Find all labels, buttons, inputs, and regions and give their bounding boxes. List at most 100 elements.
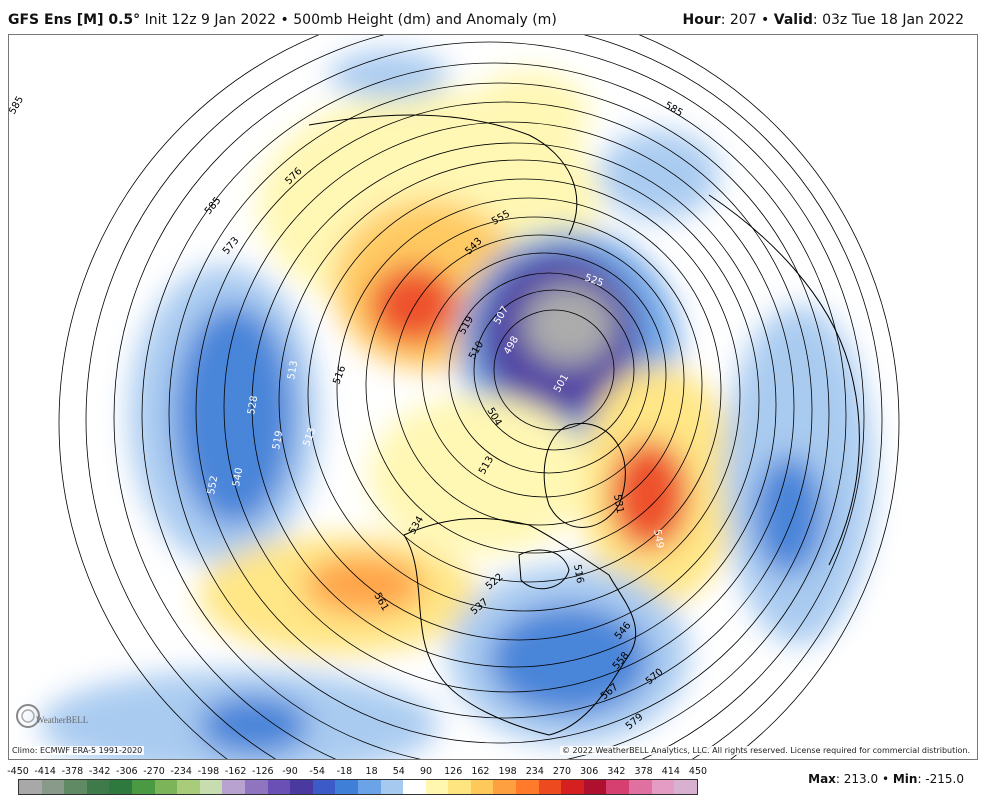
product-name: 500mb Height (dm) and Anomaly (m) — [293, 12, 557, 28]
hudson-bay — [518, 549, 570, 590]
colorbar-swatch — [19, 780, 42, 794]
colorbar-swatch — [538, 780, 562, 794]
colorbar-swatch — [267, 780, 291, 794]
valid-separator: • — [756, 12, 774, 28]
colorbar-swatch — [335, 780, 358, 794]
colorbar-tick-label: 126 — [444, 766, 463, 777]
hour-value: : 207 — [720, 12, 757, 28]
colorbar-tick-label: -90 — [282, 766, 298, 777]
colorbar-swatch — [41, 780, 65, 794]
contour-ring — [141, 62, 847, 759]
colorbar-tick-label: 450 — [688, 766, 708, 777]
colorbar-tick-label: -342 — [88, 766, 111, 777]
copyright-note: © 2022 WeatherBELL Analytics, LLC. All r… — [560, 746, 972, 755]
colorbar-tick-label: -378 — [61, 766, 84, 777]
contour-ring — [493, 309, 615, 431]
colorbar-tick-label: -54 — [309, 766, 325, 777]
anomaly-warm-siberia-core — [369, 265, 459, 345]
colorbar-tick-label: -198 — [197, 766, 220, 777]
europe-coast — [708, 194, 860, 566]
siberia-coast — [308, 114, 578, 236]
contour-ring — [448, 272, 650, 474]
anomaly-cold-pacific-core — [174, 305, 294, 525]
contour-ring — [223, 121, 795, 693]
weatherbell-logo: WeatherBELL — [16, 704, 88, 728]
contour-ring — [85, 35, 883, 759]
height-label: 528 — [246, 395, 260, 416]
contour-ring — [278, 159, 760, 641]
contour-ring — [365, 216, 703, 554]
height-label: 513 — [286, 360, 300, 381]
colorbar-tick-label: 378 — [634, 766, 653, 777]
colorbar-tick-label: -18 — [336, 766, 353, 777]
contour-ring — [421, 252, 667, 498]
hour-label: Hour — [682, 12, 721, 28]
anomaly-warm-canada — [369, 395, 589, 555]
colorbar-swatch — [561, 780, 584, 794]
valid-time-info: Hour: 207 • Valid: 03z Tue 18 Jan 2022 — [683, 12, 965, 28]
colorbar-swatch — [154, 780, 178, 794]
map-title: GFS Ens [M] 0.5° Init 12z 9 Jan 2022 • 5… — [8, 12, 557, 28]
colorbar-swatch — [403, 780, 426, 794]
max-label: Max — [808, 772, 836, 786]
colorbar-tick-label: 270 — [552, 766, 572, 777]
anomaly-warm-atlantic-core — [609, 440, 689, 550]
contour-ring — [58, 35, 900, 759]
colorbar-swatch — [290, 780, 313, 794]
height-label: 531 — [611, 494, 625, 515]
colorbar-tick-label: -414 — [34, 766, 56, 777]
anomaly-cold-top — [329, 50, 449, 100]
height-label: 516 — [331, 364, 348, 386]
height-label: 540 — [231, 467, 245, 488]
colorbar-legend: -450 -414 -378 -342 -306 -270 -234 -198 -162 -126… — [7, 766, 707, 795]
colorbar-tick-label: -126 — [252, 766, 274, 777]
contour-ring — [113, 41, 865, 759]
contour-ring — [393, 234, 685, 526]
colorbar-swatch — [312, 780, 336, 794]
colorbar-swatch — [357, 780, 381, 794]
colorbar-swatch — [493, 780, 517, 794]
colorbar-swatch — [583, 780, 607, 794]
colorbar-swatch — [131, 780, 155, 794]
colorbar-swatch — [244, 780, 268, 794]
degree-symbol: ° — [133, 12, 141, 28]
colorbar-swatch — [177, 780, 200, 794]
contour-ring — [195, 101, 813, 719]
height-label: 585 — [663, 100, 685, 119]
colorbar-swatch — [470, 780, 494, 794]
contour-ring — [168, 82, 830, 744]
colorbar-swatch — [629, 780, 652, 794]
colorbar-tick-label: 306 — [580, 766, 599, 777]
colorbar-swatch — [425, 780, 449, 794]
colorbar-tick-label: 342 — [607, 766, 626, 777]
min-value: : -215.0 — [917, 772, 964, 786]
colorbar-tick-label: 90 — [419, 766, 433, 777]
colorbar-swatch — [222, 780, 245, 794]
contour-ring — [473, 289, 635, 451]
colorbar-swatch — [86, 780, 110, 794]
colorbar-tick-label: -450 — [7, 766, 29, 777]
colorbar-tick-label: 18 — [365, 766, 378, 777]
colorbar-swatch — [380, 780, 404, 794]
init-time: Init 12z 9 Jan 2022 — [140, 12, 277, 28]
contour-ring — [336, 197, 722, 583]
anomaly-cold-scandinavia — [599, 130, 719, 220]
colorbar-tick-label: -306 — [116, 766, 138, 777]
height-label: 552 — [206, 475, 220, 496]
colorbar-tick-label: 198 — [498, 766, 517, 777]
title-separator: • — [276, 12, 294, 28]
anomaly-cold-arctic-core — [524, 285, 614, 365]
colorbar-tick-label: 162 — [471, 766, 490, 777]
map-panel: 585 573 576 585 552 540 528 519 513 513 … — [8, 34, 978, 760]
anomaly-cold-subtropics-core — [199, 695, 309, 755]
colorbar-swatches — [18, 779, 698, 795]
climo-note: Climo: ECMWF ERA-5 1991-2020 — [10, 746, 145, 755]
anomaly-cold-eastus-core — [489, 605, 649, 715]
height-label: 585 — [203, 195, 224, 217]
colorbar-tick-label: 414 — [661, 766, 680, 777]
min-label: Min — [892, 772, 918, 786]
anomaly-cold-europe-core — [754, 455, 824, 575]
colorbar-swatch — [448, 780, 471, 794]
logo-text: WeatherBELL — [36, 715, 88, 725]
colorbar-tick-label: -162 — [224, 766, 247, 777]
